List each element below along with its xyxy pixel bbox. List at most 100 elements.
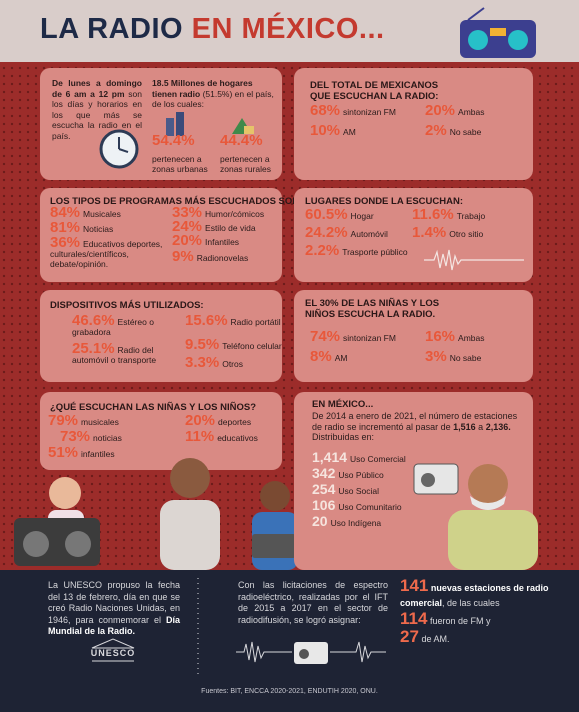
decoration — [236, 641, 292, 663]
stat-item: 60.5% Hogar — [305, 207, 374, 222]
urban: 54.4% — [152, 133, 198, 148]
assigned-t2: , de las cuales — [442, 598, 500, 608]
decoration — [118, 148, 129, 153]
panel-devices — [40, 290, 282, 382]
stat-item: 24% Estilo de vida — [172, 219, 256, 234]
stat-item: 81% Noticias — [50, 220, 114, 235]
items-value: 33% — [172, 204, 203, 221]
items-value: 24.2% — [305, 224, 348, 241]
stations-text: De 2014 a enero de 2021, el número de es… — [312, 411, 518, 432]
items-label: Musicales — [83, 209, 121, 219]
items-value: 2% — [425, 122, 447, 139]
stat-item: 20% Ambas — [425, 103, 485, 118]
stat-item: 9% Radionovelas — [172, 249, 249, 264]
items-label: Automóvil — [350, 229, 388, 239]
stat-item: 1,414 Uso Comercial — [312, 449, 406, 465]
separator — [197, 578, 199, 678]
items-value: 68% — [310, 102, 341, 119]
decoration — [170, 458, 210, 498]
unesco-text: La UNESCO propuso la fecha del 13 de feb… — [48, 580, 180, 625]
items-value: 254 — [312, 481, 336, 497]
decoration — [91, 638, 135, 649]
bottom-band — [0, 570, 579, 712]
panel-children-content — [40, 392, 282, 470]
items-label: AM — [343, 127, 356, 137]
stations-joiner: a — [478, 421, 484, 432]
decoration — [294, 642, 328, 664]
items-label: Radionovelas — [196, 253, 249, 263]
stat-item: 1.4% Otro sitio — [412, 225, 483, 240]
header-title-b: EN MÉXICO... — [191, 13, 385, 45]
panel-programs — [40, 188, 282, 282]
households-text: (51.5%) en el país, de los cuales: — [152, 88, 274, 110]
waveform — [424, 249, 524, 271]
items-label: Radio del automóvil o transporte — [72, 345, 157, 365]
items-label: No sabe — [449, 353, 482, 363]
radio-wave-icon — [236, 641, 386, 664]
items-label: Infantiles — [205, 237, 240, 247]
listeners-title: DEL TOTAL DE MEXICANOS QUE ESCUCHAN LA R… — [310, 80, 439, 102]
items-label: musicales — [81, 417, 119, 427]
stat-item: 342 Uso Público — [312, 465, 384, 481]
stat-item: 84% Musicales — [50, 205, 121, 220]
stat-item: 11.6% Trabajo — [412, 207, 485, 222]
households-bold: 18.5 Millones de hogares tienen radio — [152, 78, 253, 99]
items-label: Radio portátil — [230, 317, 281, 327]
stations-title: EN MÉXICO... — [312, 399, 374, 410]
decoration — [467, 7, 485, 21]
items-value: 74% — [310, 328, 341, 345]
items-value: 20% — [425, 102, 456, 119]
decoration — [65, 531, 91, 557]
decoration — [470, 496, 506, 510]
decoration — [490, 28, 506, 36]
decoration — [413, 463, 459, 495]
devices-title: DISPOSITIVOS MÁS UTILIZADOS: — [50, 300, 204, 311]
items-label: Uso Comercial — [350, 454, 406, 464]
stat-item: 20% Infantiles — [172, 233, 240, 248]
items-value: 9.5% — [185, 336, 220, 353]
items-label: Ambas — [458, 333, 485, 343]
items-label: Trasporte público — [342, 247, 408, 257]
stat-item: 20% deportes — [185, 413, 252, 428]
unesco-text: La UNESCO propuso la fecha del 13 de feb… — [48, 580, 180, 638]
items-label: deportes — [218, 417, 252, 427]
items-value: 9% — [172, 248, 194, 265]
items-value: 10% — [310, 122, 341, 139]
decoration — [448, 510, 538, 570]
items-label: Educativos deportes, culturales/científi… — [50, 239, 163, 269]
items-label: educativos — [217, 433, 258, 443]
stat-item: 11% educativos — [185, 429, 258, 444]
items-label: Noticias — [83, 224, 114, 234]
stat-item: 3% No sabe — [425, 349, 482, 364]
items-label: Ambas — [458, 107, 485, 117]
items-value: 73% — [60, 428, 91, 445]
clock-icon — [99, 129, 139, 169]
items-value: 3.3% — [185, 354, 220, 371]
items-value: 1,414 — [312, 449, 348, 465]
stat-item: 8% AM — [310, 349, 347, 364]
items-label: pertenecen a zonas urbanas — [152, 154, 208, 174]
items-label: Uso Indígena — [330, 518, 382, 528]
stations-after: Distribuidas en: — [312, 432, 375, 442]
stat-item: 10% AM — [310, 123, 356, 138]
stat-item: 46.6% Estéreo o grabadora — [72, 313, 172, 337]
decoration — [330, 641, 386, 663]
stat-item: 16% Ambas — [425, 329, 485, 344]
children-illustration — [14, 458, 298, 570]
items-value: 16% — [425, 328, 456, 345]
stat-item: 2% No sabe — [425, 123, 481, 138]
tenders-text: Con las licitaciones de espectro radioel… — [238, 580, 388, 625]
stat-item: 74% sintonizan FM — [310, 329, 396, 344]
decoration — [166, 118, 174, 136]
assigned-text: 141 nuevas estaciones de radio comercial… — [400, 577, 560, 647]
items-label: sintonizan FM — [343, 333, 396, 343]
header-title-a: LA RADIO — [40, 13, 184, 45]
items-value: 342 — [312, 465, 336, 481]
items-label: Uso Comunitario — [338, 502, 402, 512]
stat-item: 33% Humor/cómicos — [172, 205, 265, 220]
stations-from: 1,516 — [453, 421, 476, 432]
stat-item: 68% sintonizan FM — [310, 103, 396, 118]
items-label: Humor/cómicos — [205, 209, 265, 219]
stat-item: 15.6% Radio portátil — [185, 313, 281, 328]
